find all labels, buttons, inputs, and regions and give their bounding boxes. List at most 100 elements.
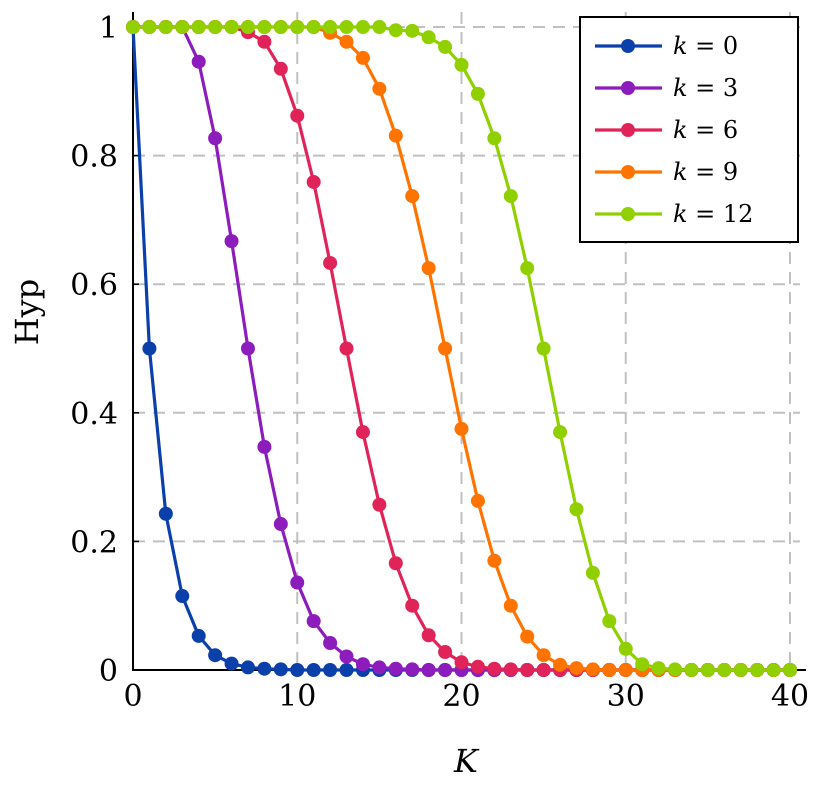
data-point-marker [339,20,354,34]
data-point-marker [602,614,617,629]
data-point-marker [421,30,436,45]
data-point-marker [273,20,288,34]
data-series [126,20,797,677]
y-tick-label: 0.6 [70,268,118,303]
data-point-marker [405,662,420,677]
data-point-marker [733,663,748,677]
legend-marker-swatch [621,165,635,179]
data-point-marker [438,341,453,356]
data-point-marker [158,506,173,521]
data-point-marker [208,20,223,34]
data-point-marker [290,663,305,677]
data-point-marker [618,641,633,656]
data-point-marker [306,663,321,677]
data-point-marker [421,261,436,276]
data-point-marker [175,589,190,604]
data-point-marker [372,81,387,96]
data-point-marker [306,614,321,629]
data-point-marker [388,128,403,143]
data-point-marker [257,439,272,454]
data-point-marker [520,629,535,644]
data-point-marker [339,341,354,356]
data-point-marker [355,50,370,65]
y-axis-label: Hyp [8,279,46,345]
data-point-marker [257,20,272,34]
data-point-marker [470,493,485,508]
legend-label: k = 6 [673,116,738,144]
data-point-marker [717,663,732,677]
data-point-marker [388,556,403,571]
data-point-marker [388,661,403,676]
data-point-marker [175,20,190,34]
data-point-marker [536,663,551,677]
data-point-marker [240,341,255,356]
data-point-marker [454,655,469,670]
data-point-marker [487,553,502,568]
data-point-marker [355,657,370,672]
data-point-marker [487,661,502,676]
y-tick-label: 0.2 [70,525,118,560]
data-point-marker [339,34,354,49]
data-point-marker [355,425,370,440]
legend-label: k = 0 [673,32,738,60]
legend-marker-swatch [621,207,635,221]
y-axis-ticks: 0 0.2 0.4 0.6 0.8 1 [70,11,139,689]
data-point-marker [553,657,568,672]
data-point-marker [273,662,288,677]
data-point-marker [438,644,453,659]
data-point-marker [240,20,255,34]
legend-entry-k-12: k = 12 [595,200,753,228]
data-point-marker [585,565,600,580]
x-tick-label: 40 [771,679,809,714]
data-point-marker [470,659,485,674]
data-point-marker [503,598,518,613]
data-point-marker [487,131,502,146]
data-point-marker [158,20,173,34]
data-point-marker [520,663,535,677]
x-tick-label: 0 [123,679,142,714]
legend-entry-k-0: k = 0 [595,32,738,60]
data-point-marker [783,663,797,677]
data-point-marker [323,20,338,34]
legend-marker-swatch [621,123,635,137]
data-point-marker [569,502,584,517]
legend-marker-swatch [621,81,635,95]
data-point-marker [438,39,453,54]
data-point-marker [290,20,305,34]
data-point-marker [454,421,469,436]
data-point-marker [553,425,568,440]
data-point-marker [421,663,436,677]
legend-entry-k-9: k = 9 [595,158,738,186]
data-point-marker [339,649,354,664]
data-point-marker [503,189,518,204]
data-point-marker [142,20,157,34]
data-point-marker [323,663,338,677]
data-point-marker [323,255,338,270]
data-point-marker [306,174,321,189]
data-point-marker [240,660,255,675]
data-point-marker [126,20,140,34]
data-point-marker [290,108,305,123]
data-point-marker [224,234,239,249]
data-point-marker [536,341,551,356]
data-point-marker [372,660,387,675]
data-point-marker [372,20,387,34]
legend-marker-swatch [621,39,635,53]
data-point-marker [208,648,223,663]
data-point-marker [372,497,387,512]
data-point-marker [257,34,272,49]
legend-entry-k-3: k = 3 [595,74,738,102]
data-point-marker [536,648,551,663]
data-point-marker [750,663,765,677]
legend-label: k = 12 [673,200,753,228]
data-point-marker [585,662,600,677]
legend-label: k = 9 [673,158,738,186]
data-point-marker [569,661,584,676]
data-point-marker [323,635,338,650]
data-point-marker [470,86,485,101]
data-point-marker [520,261,535,276]
data-point-marker [191,628,206,643]
data-point-marker [438,663,453,677]
data-point-marker [651,661,666,676]
